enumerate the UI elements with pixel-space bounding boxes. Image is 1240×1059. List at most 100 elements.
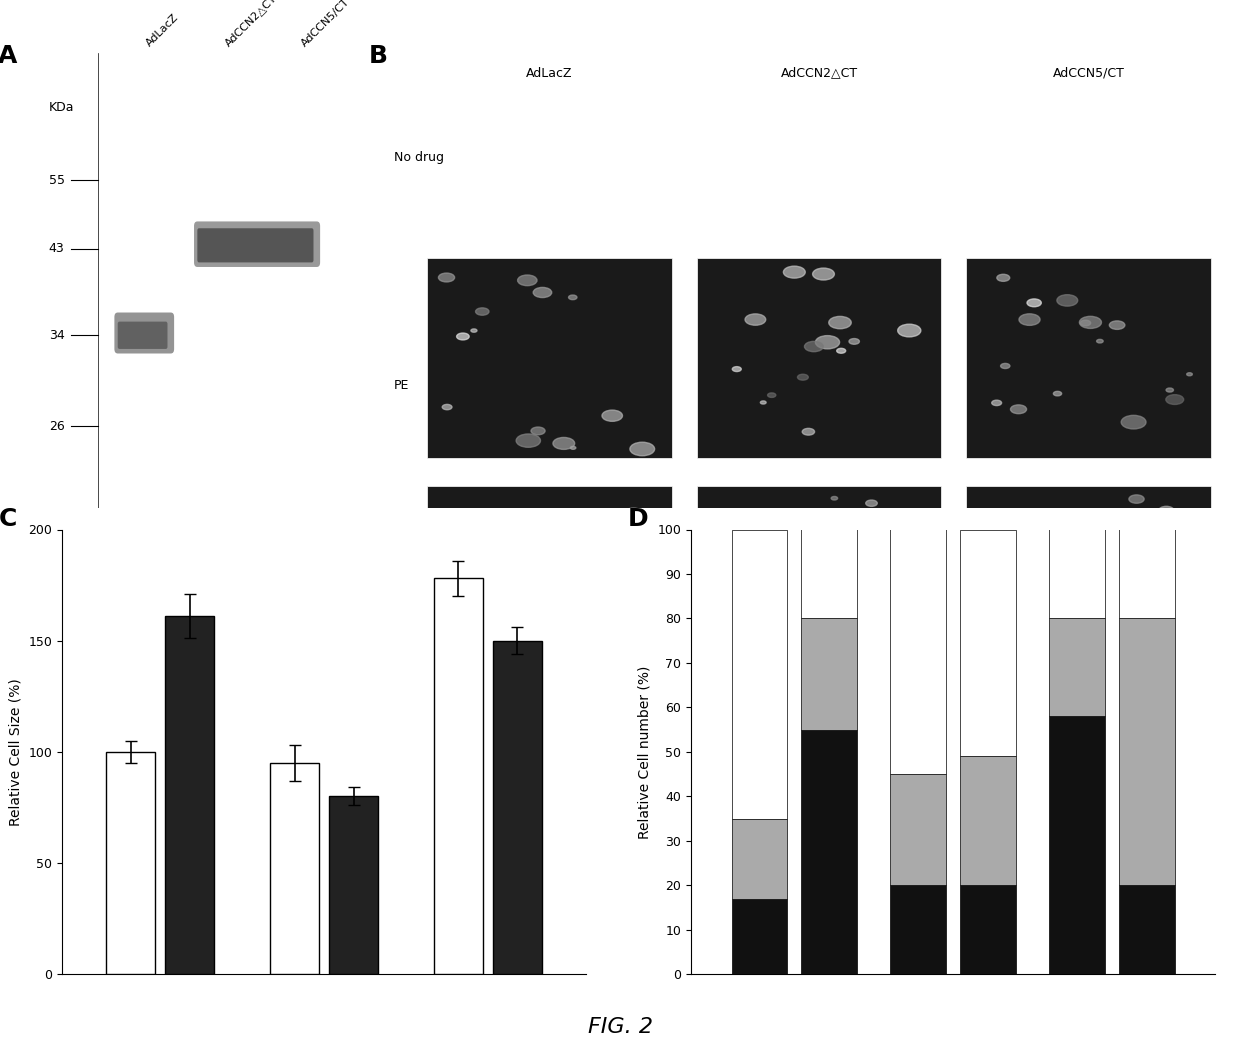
- Bar: [1118, 885, 1174, 974]
- Circle shape: [768, 393, 776, 397]
- Circle shape: [615, 553, 631, 561]
- Bar: [801, 730, 857, 974]
- Y-axis label: Relative Cell number (%): Relative Cell number (%): [637, 665, 652, 839]
- Text: 55: 55: [48, 174, 64, 187]
- Circle shape: [605, 558, 613, 561]
- Text: C: C: [0, 507, 17, 532]
- Bar: [697, 257, 941, 459]
- Circle shape: [471, 329, 477, 333]
- Circle shape: [1158, 506, 1174, 515]
- Circle shape: [745, 313, 766, 325]
- Circle shape: [1166, 388, 1173, 392]
- Text: AdLacZ: AdLacZ: [526, 67, 573, 79]
- Circle shape: [1137, 632, 1154, 642]
- Circle shape: [630, 443, 655, 455]
- Circle shape: [858, 573, 869, 579]
- Circle shape: [517, 275, 537, 286]
- Bar: [165, 616, 215, 974]
- Circle shape: [1053, 392, 1061, 396]
- Circle shape: [1187, 373, 1193, 376]
- Text: No drug: No drug: [394, 151, 444, 164]
- Circle shape: [518, 509, 536, 519]
- Circle shape: [533, 287, 552, 298]
- Circle shape: [543, 568, 558, 576]
- Circle shape: [828, 317, 851, 328]
- Bar: [1049, 530, 1105, 618]
- Circle shape: [816, 336, 839, 348]
- Circle shape: [805, 341, 823, 352]
- Text: B: B: [370, 43, 388, 68]
- Circle shape: [802, 428, 815, 435]
- Bar: [732, 530, 787, 819]
- Circle shape: [580, 674, 588, 678]
- Bar: [732, 899, 787, 974]
- Text: D: D: [629, 507, 649, 532]
- Text: 26: 26: [48, 419, 64, 433]
- Circle shape: [1128, 495, 1145, 503]
- Circle shape: [760, 401, 766, 405]
- Circle shape: [919, 589, 929, 594]
- Text: FIG. 2: FIG. 2: [588, 1018, 652, 1037]
- Circle shape: [866, 500, 877, 506]
- Circle shape: [517, 626, 527, 631]
- Bar: [966, 485, 1211, 686]
- Circle shape: [469, 613, 476, 616]
- Circle shape: [797, 374, 808, 380]
- Circle shape: [992, 400, 1002, 406]
- Circle shape: [1121, 415, 1146, 429]
- Bar: [801, 530, 857, 618]
- Circle shape: [620, 625, 639, 634]
- Circle shape: [570, 446, 575, 449]
- Circle shape: [585, 556, 595, 560]
- Bar: [1049, 716, 1105, 974]
- Circle shape: [765, 612, 786, 624]
- Circle shape: [553, 437, 574, 449]
- FancyBboxPatch shape: [193, 221, 320, 267]
- Circle shape: [1001, 363, 1009, 369]
- Bar: [890, 530, 946, 774]
- Circle shape: [1079, 317, 1101, 328]
- Text: PE: PE: [394, 379, 409, 392]
- Bar: [492, 641, 542, 974]
- Circle shape: [516, 434, 541, 447]
- Circle shape: [1153, 609, 1161, 613]
- Circle shape: [557, 577, 567, 584]
- Circle shape: [484, 612, 503, 623]
- FancyBboxPatch shape: [197, 229, 314, 263]
- Circle shape: [849, 339, 859, 344]
- Bar: [732, 819, 787, 899]
- Circle shape: [1142, 553, 1162, 563]
- Circle shape: [1166, 395, 1184, 405]
- Bar: [427, 485, 672, 686]
- Text: AdCCN5/CT: AdCCN5/CT: [1053, 67, 1125, 79]
- Bar: [329, 796, 378, 974]
- Circle shape: [812, 268, 835, 280]
- Circle shape: [1110, 321, 1125, 329]
- Circle shape: [631, 564, 636, 568]
- Circle shape: [746, 624, 761, 632]
- Circle shape: [456, 333, 469, 340]
- FancyBboxPatch shape: [114, 312, 174, 354]
- Bar: [434, 578, 484, 974]
- Text: 43: 43: [48, 243, 64, 255]
- Circle shape: [1011, 405, 1027, 414]
- Bar: [960, 530, 1016, 756]
- Circle shape: [476, 308, 489, 316]
- Bar: [1049, 618, 1105, 716]
- Y-axis label: Relative Cell Size (%): Relative Cell Size (%): [9, 678, 22, 826]
- Circle shape: [997, 274, 1009, 282]
- Circle shape: [443, 405, 453, 410]
- Circle shape: [569, 295, 577, 300]
- Bar: [801, 618, 857, 730]
- Circle shape: [751, 552, 764, 558]
- Circle shape: [439, 273, 455, 282]
- Circle shape: [1099, 666, 1112, 675]
- Circle shape: [1019, 313, 1040, 325]
- Bar: [1118, 618, 1174, 885]
- Text: AdCCN2△CT: AdCCN2△CT: [780, 67, 858, 79]
- Circle shape: [784, 266, 805, 279]
- Text: AdCCN5/CT: AdCCN5/CT: [300, 0, 352, 49]
- Circle shape: [898, 324, 921, 337]
- Circle shape: [831, 497, 838, 500]
- Bar: [107, 752, 155, 974]
